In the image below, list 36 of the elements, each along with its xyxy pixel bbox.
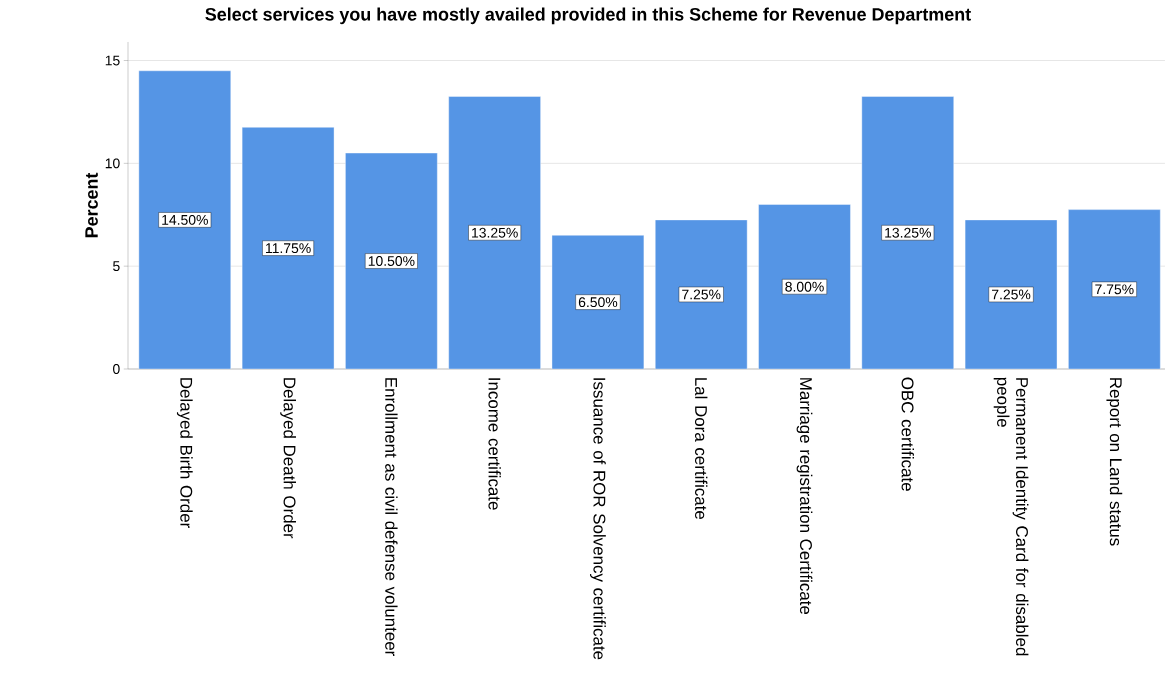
bar xyxy=(138,70,231,369)
bar xyxy=(1068,209,1161,369)
bar xyxy=(758,204,851,369)
x-tick-label: Permanent Identity Card for disabled people xyxy=(993,377,1029,656)
x-tick-label: OBC certificate xyxy=(901,377,914,491)
data-label: 10.50% xyxy=(368,256,415,266)
x-tick-label: Enrollment as civil defense volunteer xyxy=(385,378,398,657)
bar xyxy=(551,235,645,369)
bar xyxy=(241,127,335,369)
data-label: 6.50% xyxy=(578,297,618,308)
bar xyxy=(964,219,1058,369)
x-tick-label: Lal Dora certificate xyxy=(694,378,708,520)
x-tick-label: Delayed Death Order xyxy=(280,378,296,539)
x-tick-label: Delayed Birth Order xyxy=(176,378,193,529)
bar xyxy=(655,219,748,369)
x-tick-label: Report on Land status xyxy=(1106,378,1123,546)
bar xyxy=(448,96,541,369)
bar xyxy=(345,152,438,369)
y-tick-label: 5 xyxy=(113,261,120,272)
x-tick-label: Issuance of ROR Solvency certificate xyxy=(590,378,606,660)
chart-title: Select services you have mostly availed provided in this Scheme for Revenue Department xyxy=(205,7,971,25)
y-tick-label: 10 xyxy=(105,158,120,169)
x-tick-label: Income certificate xyxy=(488,378,501,510)
y-tick-label: 15 xyxy=(105,55,120,66)
y-axis-title: Percent xyxy=(85,172,98,238)
data-label: 7.25% xyxy=(682,289,721,300)
data-label: 7.75% xyxy=(1095,284,1134,295)
data-label: 7.25% xyxy=(992,289,1031,300)
data-label: 8.00% xyxy=(785,281,824,292)
data-label: 14.50% xyxy=(162,214,208,225)
bar xyxy=(861,96,954,369)
data-label: 13.25% xyxy=(885,227,931,238)
data-label: 11.75% xyxy=(266,243,311,254)
y-tick-label: 0 xyxy=(113,364,120,374)
x-tick-label: Marriage registration Certificate xyxy=(796,378,813,615)
data-label: 13.25% xyxy=(472,227,518,238)
